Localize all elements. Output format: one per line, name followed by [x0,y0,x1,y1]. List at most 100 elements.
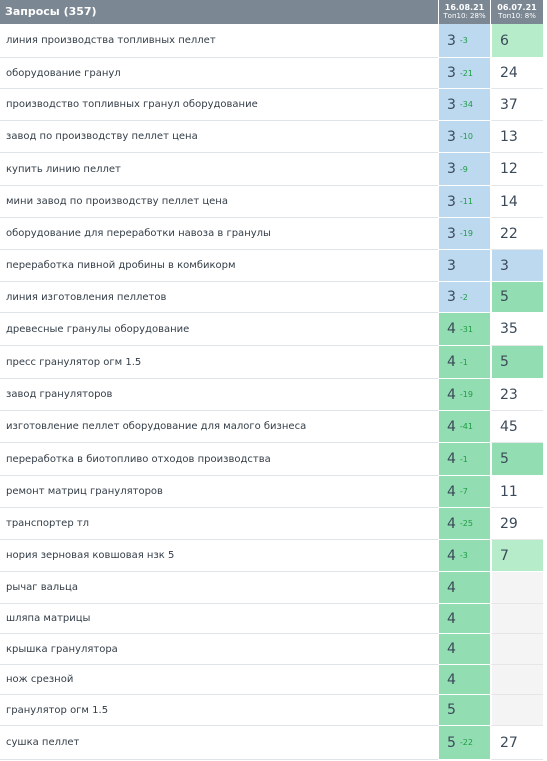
table-row[interactable]: завод грануляторов 4 -19 23 [0,379,543,411]
table-row[interactable]: рычаг вальца 4 [0,572,543,604]
query-text[interactable]: пресс гранулятор огм 1.5 [0,346,438,379]
current-position: 3 [447,32,456,49]
previous-position-cell: 23 [490,379,543,411]
previous-position: 11 [500,483,518,500]
table-row[interactable]: пресс гранулятор огм 1.5 4 -1 5 [0,346,543,379]
column-header-previous[interactable]: 06.07.21 Топ10: 8% [490,0,543,24]
current-position-cell: 3 [438,250,490,282]
table-row[interactable]: транспортер тл 4 -25 29 [0,508,543,540]
current-position: 4 [447,354,456,370]
table-row[interactable]: переработка в биотопливо отходов произво… [0,443,543,476]
position-change: -3 [459,36,468,45]
query-text[interactable]: мини завод по производству пеллет цена [0,186,438,218]
table-row[interactable]: сушка пеллет 5 -22 27 [0,726,543,760]
column-header-current[interactable]: 16.08.21 Топ10: 28% [438,0,490,24]
table-row[interactable]: древесные гранулы оборудование 4 -31 35 [0,313,543,346]
query-text[interactable]: сушка пеллет [0,726,438,760]
previous-position-cell: 3 [490,250,543,282]
query-text[interactable]: линия производства топливных пеллет [0,24,438,58]
previous-position-cell: 35 [490,313,543,346]
previous-position: 37 [500,96,518,113]
query-text[interactable]: ремонт матриц грануляторов [0,476,438,508]
position-change: -3 [459,551,468,560]
previous-position-cell [490,604,543,634]
current-position-cell: 4 [438,665,490,695]
current-position-cell: 5 -22 [438,726,490,760]
table-row[interactable]: линия производства топливных пеллет 3 -3 6 [0,24,543,58]
current-position-cell: 3 -2 [438,282,490,313]
table-row[interactable]: купить линию пеллет 3 -9 12 [0,153,543,186]
query-text[interactable]: завод грануляторов [0,379,438,411]
table-row[interactable]: оборудование гранул 3 -21 24 [0,58,543,89]
current-position: 4 [447,418,456,435]
query-text[interactable]: нория зерновая ковшовая нзк 5 [0,540,438,572]
query-text[interactable]: рычаг вальца [0,572,438,604]
column-top10-previous: Топ10: 8% [498,12,536,20]
query-text[interactable]: переработка пивной дробины в комбикорм [0,250,438,282]
table-row[interactable]: мини завод по производству пеллет цена 3-… [0,186,543,218]
current-position: 4 [447,321,456,337]
previous-position: 29 [500,515,518,532]
current-position-cell: 4 [438,634,490,665]
previous-position-cell [490,695,543,726]
table-row[interactable]: линия изготовления пеллетов 3 -2 5 [0,282,543,313]
current-position: 4 [447,671,456,688]
previous-position: 27 [500,734,518,751]
query-text[interactable]: купить линию пеллет [0,153,438,186]
current-position-cell: 4 -1 [438,346,490,379]
current-position-cell: 3 -9 [438,153,490,186]
table-row[interactable]: завод по производству пеллет цена 3 -10 13 [0,121,543,153]
current-position: 5 [447,702,456,718]
query-text[interactable]: оборудование для переработки навоза в гр… [0,218,438,250]
table-row[interactable]: изготовление пеллет оборудование для мал… [0,411,543,443]
position-change: -11 [459,197,473,206]
current-position: 3 [447,128,456,145]
table-row[interactable]: гранулятор огм 1.5 5 [0,695,543,726]
table-row[interactable]: переработка пивной дробины в комбикорм 3 3 [0,250,543,282]
current-position: 3 [447,289,456,305]
query-text[interactable]: линия изготовления пеллетов [0,282,438,313]
previous-position-cell [490,572,543,604]
previous-position-cell: 22 [490,218,543,250]
table-row[interactable]: нория зерновая ковшовая нзк 5 4 -3 7 [0,540,543,572]
query-text[interactable]: шляпа матрицы [0,604,438,634]
current-position: 4 [447,386,456,403]
query-text[interactable]: транспортер тл [0,508,438,540]
previous-position-cell [490,665,543,695]
query-text[interactable]: крышка гранулятора [0,634,438,665]
query-text[interactable]: завод по производству пеллет цена [0,121,438,153]
current-position: 3 [447,225,456,242]
position-change: -19 [459,229,473,238]
position-change: -9 [459,164,468,174]
query-text[interactable]: оборудование гранул [0,58,438,89]
current-position-cell: 5 [438,695,490,726]
query-text[interactable]: гранулятор огм 1.5 [0,695,438,726]
previous-position-cell: 45 [490,411,543,443]
previous-position-cell: 5 [490,282,543,313]
previous-position-cell [490,634,543,665]
position-change: -22 [459,738,473,747]
query-text[interactable]: древесные гранулы оборудование [0,313,438,346]
position-change: -2 [459,292,468,302]
query-text[interactable]: переработка в биотопливо отходов произво… [0,443,438,476]
current-position: 3 [447,193,456,210]
query-text[interactable]: производство топливных гранул оборудован… [0,89,438,121]
position-change: -31 [459,324,473,334]
current-position-cell: 4 -7 [438,476,490,508]
previous-position: 6 [500,32,509,49]
previous-position-cell: 14 [490,186,543,218]
table-row[interactable]: крышка гранулятора 4 [0,634,543,665]
query-text[interactable]: изготовление пеллет оборудование для мал… [0,411,438,443]
position-change: -25 [459,519,473,528]
current-position-cell: 3 -19 [438,218,490,250]
table-row[interactable]: ремонт матриц грануляторов 4 -7 11 [0,476,543,508]
table-row[interactable]: оборудование для переработки навоза в гр… [0,218,543,250]
current-position: 3 [447,65,456,81]
current-position-cell: 4 -41 [438,411,490,443]
query-text[interactable]: нож срезной [0,665,438,695]
previous-position: 13 [500,128,518,145]
table-row[interactable]: нож срезной 4 [0,665,543,695]
table-row[interactable]: шляпа матрицы 4 [0,604,543,634]
table-row[interactable]: производство топливных гранул оборудован… [0,89,543,121]
current-position: 4 [447,641,456,657]
